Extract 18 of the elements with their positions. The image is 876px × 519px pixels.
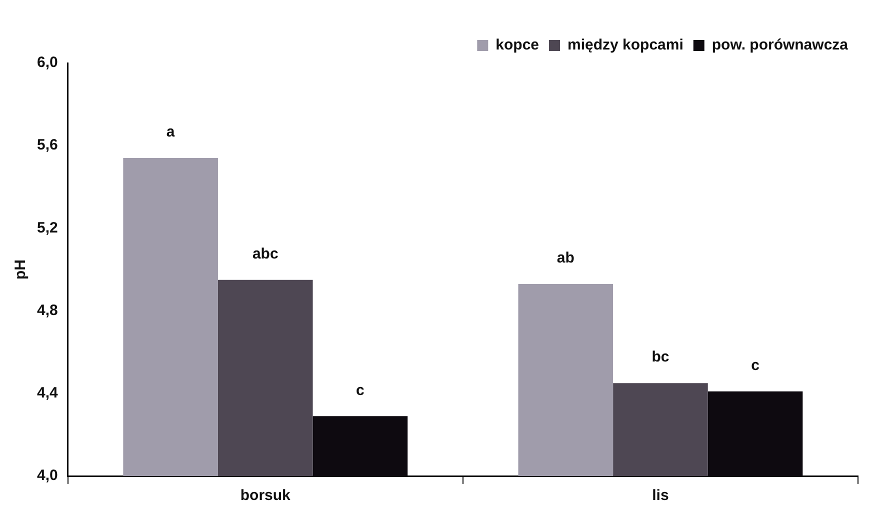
data-label: ab	[556, 250, 574, 267]
y-axis-title: pH	[12, 260, 30, 280]
data-label: c	[751, 356, 760, 374]
y-tick-label: 6,0	[36, 54, 58, 72]
legend-label: pow. porównawcza	[712, 36, 849, 54]
legend-label: kopce	[496, 36, 540, 54]
y-tick-label: 5,2	[36, 219, 58, 236]
x-tick-label: borsuk	[240, 487, 292, 504]
data-label: a	[166, 124, 176, 141]
data-label: bc	[652, 348, 670, 366]
y-tick-label: 4,4	[36, 384, 58, 402]
legend-label: między kopcami	[568, 36, 684, 54]
data-label: abc	[252, 245, 278, 262]
y-tick-label: 5,6	[36, 136, 58, 154]
y-tick-label: 4,0	[36, 467, 58, 484]
y-tick-label: 4,8	[36, 302, 58, 319]
data-label: c	[356, 382, 364, 399]
x-tick-label: lis	[652, 487, 669, 504]
